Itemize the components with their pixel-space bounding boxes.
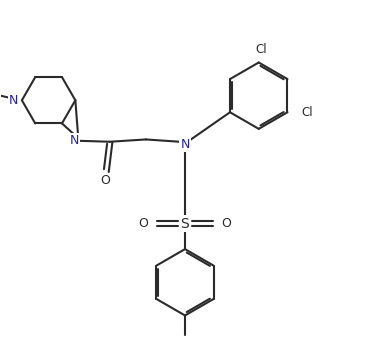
- Text: O: O: [222, 217, 231, 230]
- Text: S: S: [181, 217, 189, 231]
- Text: Cl: Cl: [301, 106, 313, 119]
- Text: O: O: [139, 217, 148, 230]
- Text: N: N: [180, 137, 190, 151]
- Text: N: N: [9, 94, 18, 107]
- Text: Cl: Cl: [255, 43, 267, 56]
- Text: N: N: [69, 134, 79, 147]
- Text: O: O: [100, 174, 110, 188]
